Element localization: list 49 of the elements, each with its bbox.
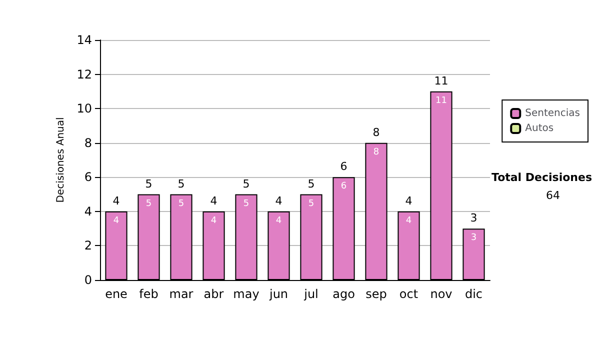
x-tick-label: mar [169,287,194,301]
data-label: 4 [113,216,120,226]
legend-label: Sentencias [525,108,580,119]
text: Total Decisiones [492,171,592,184]
x-tick-label: sep [366,287,387,301]
data-label: 5 [243,198,250,209]
x-tick-label: feb [139,287,158,301]
x-tick-label: abr [204,287,224,301]
data-label: 4 [210,216,217,226]
total-label: 3 [470,212,478,225]
data-label: 5 [178,198,184,209]
total-label: 8 [372,126,380,139]
y-tick-label: 8 [84,136,92,150]
data-label: 4 [406,216,412,226]
y-tick-label: 4 [84,204,92,218]
data-label: 5 [146,198,152,209]
x-tick-label: ago [332,287,355,301]
total-label: 5 [242,177,250,190]
total-label: 6 [340,160,348,174]
y-tick-label: 12 [76,67,92,82]
total-label: 4 [275,194,282,208]
y-tick-label: 2 [84,238,92,253]
total-label: 4 [210,194,218,208]
data-label: 4 [276,216,282,226]
y-tick-label: 0 [84,273,92,287]
data-label: 11 [436,96,447,106]
x-tick-label: jul [303,287,318,301]
x-tick-label: nov [430,287,452,301]
x-tick-label: ene [105,287,128,301]
total-label: 5 [308,177,315,190]
text: 64 [546,189,560,202]
x-tick-label: jun [268,287,288,301]
x-tick-label: oct [399,287,418,301]
total-label: 4 [405,194,412,208]
legend-label: Autos [525,123,554,134]
y-tick-label: 14 [76,33,92,47]
total-label: 11 [434,74,448,88]
data-label: 3 [470,233,477,244]
total-label: 4 [112,194,120,208]
y-tick-label: 10 [76,102,92,116]
y-tick-label: 6 [84,170,92,184]
y-axis-title: Decisiones Anual [55,117,66,203]
total-label: 5 [178,177,185,190]
x-tick-label: may [233,287,260,301]
total-label: 5 [145,177,152,190]
data-label: 5 [308,198,314,209]
x-tick-label: dic [464,287,483,301]
data-label: 6 [340,182,347,192]
data-label: 8 [373,147,380,158]
